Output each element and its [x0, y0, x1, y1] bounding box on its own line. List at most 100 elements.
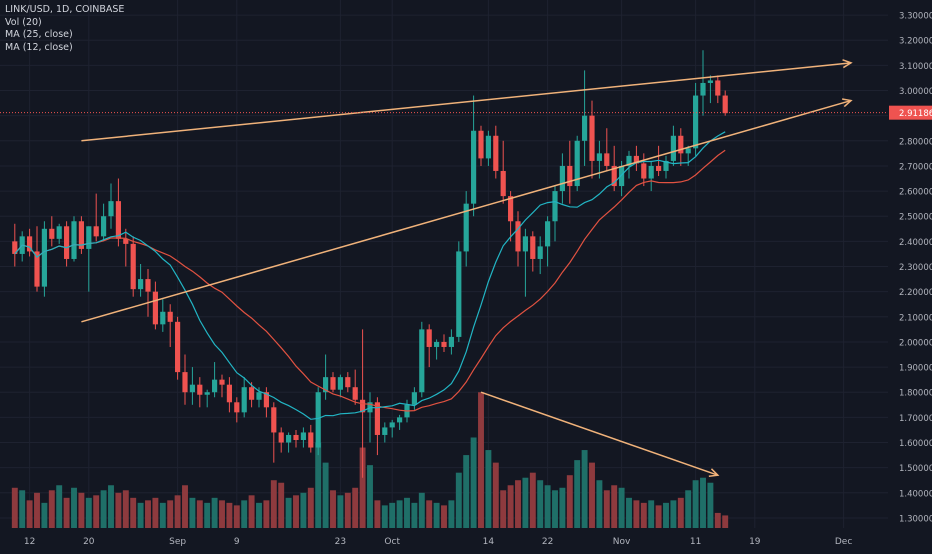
candle-body [715, 80, 721, 96]
volume-bar [48, 490, 55, 528]
candle-body [545, 221, 551, 247]
volume-bar [566, 475, 573, 528]
candle-body [64, 226, 70, 259]
candle-body [138, 279, 144, 290]
candle-body [249, 387, 255, 400]
price-tick-label: 1.80000 [899, 389, 932, 399]
volume-bar [263, 500, 270, 528]
volume-bar [204, 502, 211, 528]
volume-bar [189, 497, 196, 528]
candle-body [530, 236, 536, 259]
candle-body [522, 236, 528, 252]
price-tick-label: 1.90000 [899, 364, 932, 374]
candle-body [574, 140, 580, 187]
symbol-title[interactable]: LINK/USD, 1D, COINBASE [5, 4, 125, 15]
volume-bar [300, 492, 307, 528]
candle-body [175, 321, 181, 373]
price-tick-label: 3.30000 [899, 12, 932, 22]
volume-bar [211, 497, 218, 528]
volume-bar [256, 502, 262, 528]
indicator-ma25[interactable]: MA (25, close) [5, 29, 73, 40]
last-price-tag [889, 105, 932, 120]
price-tick-label: 1.70000 [899, 414, 932, 424]
time-tick-label: Nov [613, 537, 631, 547]
volume-bar [78, 492, 85, 528]
volume-bar [581, 450, 588, 528]
volume-bar [478, 392, 484, 528]
indicator-ma12[interactable]: MA (12, close) [5, 41, 73, 53]
candle-body [500, 170, 506, 197]
volume-bar [159, 502, 166, 528]
volume-bar [485, 450, 492, 528]
candle-body [707, 80, 713, 83]
candle-body [670, 135, 676, 161]
candle-body [567, 165, 573, 187]
candle-body [463, 203, 469, 252]
volume-bar [182, 485, 188, 528]
volume-bar [722, 515, 729, 528]
candle-body [56, 226, 62, 239]
volume-bars [11, 392, 729, 528]
volume-bar [145, 500, 151, 528]
volume-bar [367, 465, 373, 528]
volume-bar [389, 502, 396, 528]
volume-bar [463, 455, 470, 528]
trend-annotations [0, 59, 888, 477]
candle-body [101, 216, 107, 237]
volume-bar [71, 487, 77, 528]
candle-body [71, 221, 77, 259]
volume-bar [544, 485, 551, 528]
volume-bar [337, 495, 344, 528]
candle-body [700, 82, 706, 96]
candle-body [41, 228, 47, 287]
price-tick-label: 2.00000 [899, 338, 932, 348]
volume-bar [707, 482, 714, 528]
volume-bar [196, 500, 203, 528]
volume-bar [507, 485, 514, 528]
volume-bar [515, 480, 521, 528]
candle-body [226, 384, 232, 403]
candle-body [478, 130, 484, 159]
moving-averages [14, 131, 726, 420]
price-tick-label: 1.50000 [899, 464, 932, 474]
price-tick-label: 2.20000 [899, 288, 932, 298]
candle-body [212, 379, 218, 393]
indicator-volume[interactable]: Vol (20) [5, 16, 42, 28]
volume-bar [640, 502, 647, 528]
volume-bar [396, 500, 403, 528]
price-tick-label: 2.30000 [899, 263, 932, 273]
candle-body [241, 387, 247, 413]
price-tick-label: 2.50000 [899, 213, 932, 223]
candle-body [308, 432, 314, 448]
candle-body [337, 377, 343, 390]
candle-body [34, 251, 40, 287]
candle-body [596, 153, 602, 161]
candle-body [256, 392, 262, 400]
candle-body [374, 402, 380, 435]
candle-body [537, 246, 543, 259]
candle-body [382, 427, 388, 435]
volume-bar [426, 500, 433, 528]
volume-bar [381, 505, 388, 528]
candle-body [189, 384, 195, 393]
candle-body [611, 165, 617, 187]
price-tick-label: 2.40000 [899, 238, 932, 248]
time-axis-bg [0, 528, 932, 550]
volume-bar [26, 500, 33, 528]
candle-body [441, 341, 447, 347]
volume-bar [122, 490, 129, 528]
volume-bar [522, 477, 529, 528]
candle-body [456, 251, 462, 337]
lower-support-line-arrowhead [842, 98, 853, 108]
volume-bar [404, 497, 410, 528]
price-tick-label: 2.60000 [899, 188, 932, 198]
candle-body [485, 135, 491, 159]
candle-body [508, 196, 514, 222]
candle-body [204, 392, 210, 395]
candle-body [108, 201, 114, 217]
volume-bar [352, 487, 359, 528]
volume-bar [552, 490, 558, 528]
candle-body [582, 115, 588, 141]
